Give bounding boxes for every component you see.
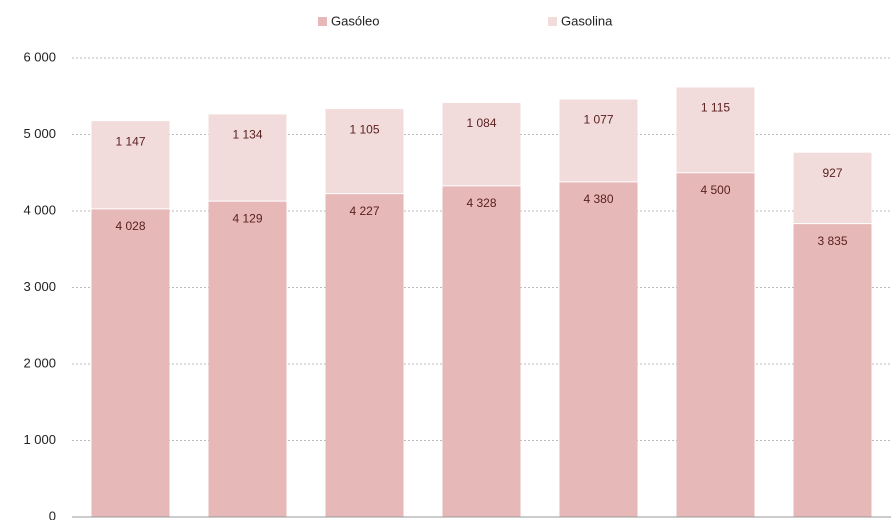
value-label: 4 380 [583,192,613,206]
bar-segment [559,99,638,182]
value-label: 1 115 [701,101,730,115]
y-tick-label: 6 000 [23,49,56,64]
value-label: 1 084 [466,116,496,130]
bar-segment [442,102,521,186]
y-tick-label: 0 [49,508,56,520]
bar-segment [91,208,170,517]
legend-label: Gasolina [561,13,613,28]
value-label: 4 129 [232,211,262,225]
value-label: 1 134 [232,128,262,142]
value-label: 4 028 [115,219,145,233]
value-label: 927 [822,166,842,180]
y-tick-label: 5 000 [23,126,56,141]
legend-swatch [548,17,557,26]
value-label: 1 077 [583,113,613,127]
value-label: 4 500 [700,183,730,197]
bar-segment [208,114,287,202]
bar-segment [559,181,638,517]
y-tick-label: 3 000 [23,279,56,294]
bar-segment [793,152,872,224]
legend-swatch [318,17,327,26]
value-label: 4 328 [466,196,496,210]
bar-segment [676,87,755,173]
value-label: 1 105 [349,122,379,136]
bar-segment [91,121,170,209]
value-label: 1 147 [115,134,145,148]
bar-segment [676,172,755,517]
value-label: 4 227 [349,204,379,218]
bar-segment [208,201,287,517]
bar-segment [793,223,872,517]
bar-segment [325,193,404,517]
y-tick-label: 1 000 [23,432,56,447]
value-label: 3 835 [817,234,847,248]
bar-segment [325,109,404,194]
legend-label: Gasóleo [331,13,379,28]
y-tick-label: 4 000 [23,202,56,217]
y-tick-label: 2 000 [23,355,56,370]
bar-segment [442,185,521,517]
